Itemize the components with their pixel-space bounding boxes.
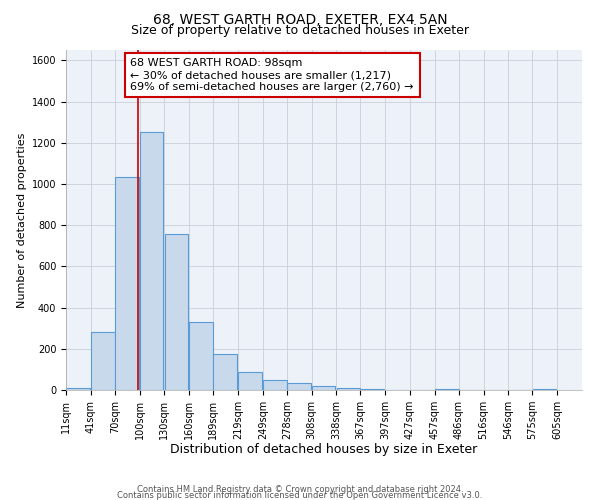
Y-axis label: Number of detached properties: Number of detached properties [17, 132, 28, 308]
Bar [190, 322, 213, 390]
Text: Contains HM Land Registry data © Crown copyright and database right 2024.: Contains HM Land Registry data © Crown c… [137, 485, 463, 494]
Bar [164, 234, 188, 390]
Bar [435, 389, 458, 390]
Bar [214, 354, 237, 390]
Text: Contains public sector information licensed under the Open Government Licence v3: Contains public sector information licen… [118, 491, 482, 500]
Bar [287, 383, 311, 390]
Bar [361, 389, 384, 390]
Bar [115, 176, 139, 390]
Bar [337, 388, 360, 390]
Bar [140, 132, 163, 390]
Text: 68, WEST GARTH ROAD, EXETER, EX4 5AN: 68, WEST GARTH ROAD, EXETER, EX4 5AN [152, 12, 448, 26]
Bar [238, 372, 262, 390]
Bar [66, 388, 90, 390]
Bar [533, 389, 556, 390]
Text: 68 WEST GARTH ROAD: 98sqm
← 30% of detached houses are smaller (1,217)
69% of se: 68 WEST GARTH ROAD: 98sqm ← 30% of detac… [131, 58, 414, 92]
Bar [312, 386, 335, 390]
Bar [91, 332, 115, 390]
X-axis label: Distribution of detached houses by size in Exeter: Distribution of detached houses by size … [170, 444, 478, 456]
Text: Size of property relative to detached houses in Exeter: Size of property relative to detached ho… [131, 24, 469, 37]
Bar [263, 380, 287, 390]
